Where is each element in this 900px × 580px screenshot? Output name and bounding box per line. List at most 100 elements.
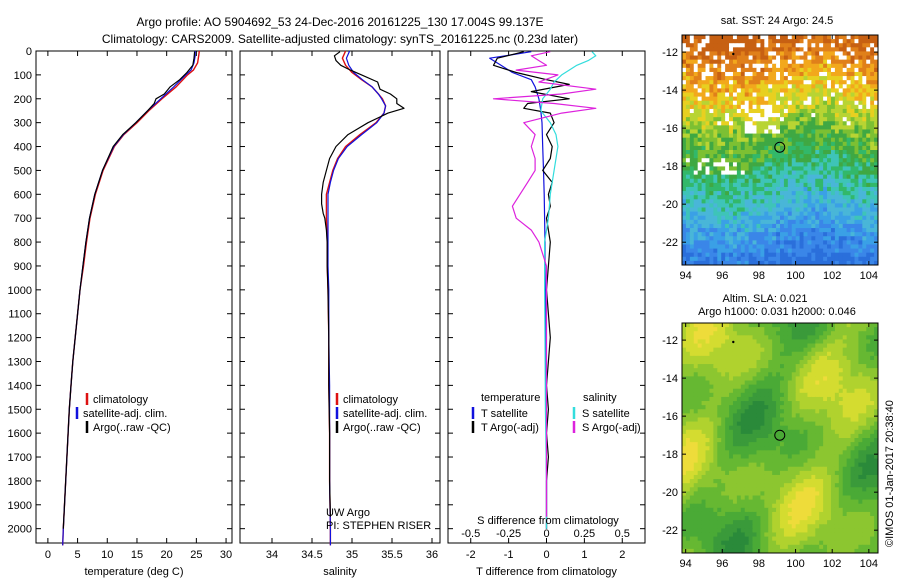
map-cell	[682, 80, 687, 85]
map-cell	[740, 178, 746, 184]
map-cell	[866, 182, 871, 188]
map-cell	[819, 150, 824, 155]
map-cell	[732, 335, 738, 340]
map-cell	[803, 174, 808, 180]
map-cell	[858, 474, 863, 480]
map-cell	[862, 166, 867, 171]
map-cell	[842, 339, 848, 344]
map-cell	[748, 162, 753, 167]
map-cell	[740, 240, 746, 245]
map-cell	[780, 39, 785, 44]
map-cell	[740, 47, 746, 52]
map-cell	[783, 55, 789, 61]
map-cell	[838, 203, 844, 208]
map-cell	[846, 104, 851, 110]
map-cell	[870, 228, 875, 233]
map-cell	[858, 67, 863, 73]
map-cell	[744, 137, 750, 143]
map-cell	[799, 244, 804, 249]
map-cell	[827, 92, 832, 98]
map-cell	[807, 388, 812, 394]
map-cell	[768, 178, 773, 184]
map-cell	[772, 84, 777, 89]
map-cell	[811, 59, 816, 65]
map-cell	[799, 232, 804, 237]
map-cell	[701, 100, 706, 106]
map-cell	[838, 174, 844, 180]
map-cell	[697, 141, 702, 147]
map-cell	[858, 51, 863, 56]
map-cell	[697, 39, 702, 44]
map-cell	[760, 433, 765, 439]
map-cell	[689, 215, 695, 221]
map-cell	[850, 158, 855, 163]
map-cell	[874, 182, 879, 188]
map-cell	[705, 335, 710, 340]
map-cell	[682, 211, 687, 217]
map-cell	[827, 170, 832, 176]
map-cell	[776, 121, 781, 126]
map-cell	[795, 133, 800, 139]
map-cell	[768, 384, 773, 390]
map-cell	[685, 141, 691, 147]
map-cell	[752, 372, 757, 377]
map-cell	[858, 166, 863, 171]
map-cell	[783, 39, 789, 44]
map-cell	[866, 84, 871, 89]
map-cell	[815, 166, 820, 171]
map-cell	[748, 59, 753, 65]
map-cell	[783, 96, 789, 102]
map-cell	[854, 429, 859, 435]
map-cell	[732, 359, 738, 365]
map-cell	[830, 207, 836, 213]
map-cell	[736, 150, 742, 155]
map-cell	[795, 409, 800, 414]
map-cell	[803, 474, 808, 480]
map-cell	[795, 104, 800, 110]
map-cell	[819, 454, 824, 459]
map-cell	[752, 368, 757, 373]
map-cell	[776, 470, 781, 476]
map-cell	[819, 384, 824, 390]
map-cell	[807, 347, 812, 353]
map-cell	[803, 327, 808, 332]
map-cell	[874, 351, 879, 357]
map-cell	[874, 331, 879, 336]
map-cell	[701, 429, 706, 435]
map-cell	[827, 59, 832, 65]
map-cell	[764, 232, 769, 237]
map-cell	[682, 219, 687, 225]
map-cell	[799, 327, 804, 332]
map-cell	[709, 409, 714, 414]
map-cell	[752, 228, 757, 233]
map-cell	[799, 88, 804, 93]
map-cell	[874, 195, 879, 200]
map-cell	[866, 232, 871, 237]
map-cell	[740, 182, 746, 188]
map-cell	[685, 421, 691, 427]
map-cell	[732, 240, 738, 245]
map-cell	[713, 80, 718, 85]
map-cell	[870, 372, 875, 377]
map-cell	[834, 211, 840, 217]
map-cell	[803, 150, 808, 155]
map-cell	[862, 351, 867, 357]
map-cell	[842, 63, 848, 69]
map-cell	[838, 442, 844, 447]
map-cell	[780, 425, 785, 431]
map-cell	[732, 88, 738, 93]
map-cell	[858, 458, 863, 464]
map-cell	[854, 347, 859, 353]
map-cell	[842, 462, 848, 468]
map-cell	[874, 388, 879, 394]
map-cell	[764, 433, 769, 439]
map-cell	[834, 248, 840, 254]
map-cell	[834, 84, 840, 89]
map-cell	[736, 215, 742, 221]
map-cell	[819, 252, 824, 258]
map-cell	[862, 67, 867, 73]
map-cell	[744, 47, 750, 52]
map-cell	[838, 223, 844, 229]
map-cell	[850, 405, 855, 410]
map-cell	[713, 339, 718, 344]
